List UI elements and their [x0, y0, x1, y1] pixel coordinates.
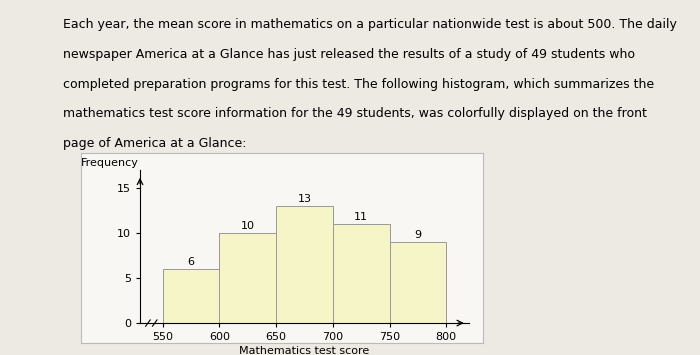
Bar	[162, 269, 219, 323]
X-axis label: Mathematics test score: Mathematics test score	[239, 346, 370, 355]
Bar	[390, 242, 447, 323]
Text: 9: 9	[414, 230, 421, 240]
Bar	[276, 206, 333, 323]
Text: 13: 13	[298, 194, 312, 204]
Text: completed preparation programs for this test. The following histogram, which sum: completed preparation programs for this …	[63, 78, 654, 91]
Bar	[333, 224, 390, 323]
Text: newspaper America at a Glance has just released the results of a study of 49 stu: newspaper America at a Glance has just r…	[63, 48, 635, 61]
Text: page of America at a Glance:: page of America at a Glance:	[63, 137, 246, 150]
Text: mathematics test score information for the 49 students, was colorfully displayed: mathematics test score information for t…	[63, 107, 647, 120]
Bar	[219, 233, 276, 323]
Text: Each year, the mean score in mathematics on a particular nationwide test is abou: Each year, the mean score in mathematics…	[63, 18, 677, 31]
Text: Frequency: Frequency	[80, 158, 139, 168]
Text: 6: 6	[188, 257, 195, 267]
Text: 11: 11	[354, 212, 368, 222]
Text: 10: 10	[241, 221, 255, 231]
